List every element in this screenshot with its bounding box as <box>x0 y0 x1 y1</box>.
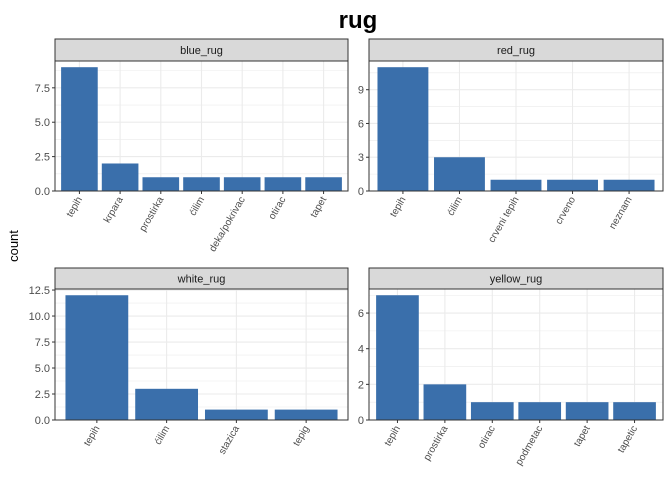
bar <box>305 177 342 191</box>
bar <box>547 179 598 191</box>
bar <box>518 402 562 420</box>
y-tick-label: 2.5 <box>35 152 50 164</box>
bar <box>101 163 139 191</box>
x-tick-label: ćilim <box>446 195 466 218</box>
bar <box>135 388 199 420</box>
bar <box>490 179 542 191</box>
y-tick-label: 5.0 <box>35 117 50 129</box>
y-tick-label: 0.0 <box>35 415 50 427</box>
y-tick-label: 0.0 <box>35 186 50 198</box>
chart-title: rug <box>339 7 378 34</box>
y-tick-label: 4 <box>358 344 364 356</box>
facet-strip-label: blue_rug <box>180 45 223 57</box>
facet-strip <box>54 38 349 62</box>
y-axis-label: count <box>6 230 21 262</box>
y-tick-label: 5.0 <box>35 363 50 375</box>
x-tick-label: tepih <box>65 195 85 219</box>
y-tick-label: 0 <box>358 415 364 427</box>
bar <box>470 402 514 420</box>
bar <box>65 295 129 420</box>
facet-strip-label: white_rug <box>177 274 226 286</box>
y-tick-label: 2.5 <box>35 389 50 401</box>
x-tick-label: tapet <box>309 195 330 220</box>
bar <box>204 409 268 420</box>
x-tick-label: crveno <box>554 195 579 227</box>
x-tick-label: prostirka <box>422 424 451 463</box>
x-tick-label: tepih <box>383 424 403 448</box>
facet-strip-label: red_rug <box>497 45 535 57</box>
x-tick-label: tepih <box>388 195 408 219</box>
bar <box>223 177 261 191</box>
x-tick-label: tapet <box>572 424 593 449</box>
bar <box>565 402 609 420</box>
bar <box>142 177 180 191</box>
y-tick-label: 6 <box>358 118 364 130</box>
bar <box>434 157 485 191</box>
x-tick-label: tapetic <box>616 424 640 455</box>
x-tick-label: krpara <box>102 195 126 225</box>
bar <box>274 409 338 420</box>
y-tick-label: 9 <box>358 85 364 97</box>
y-tick-label: 7.5 <box>35 337 50 349</box>
y-tick-label: 6 <box>358 308 364 320</box>
bar <box>376 295 419 420</box>
x-tick-label: crveni tepih <box>487 195 522 245</box>
facet-strip <box>368 267 664 290</box>
bar <box>264 177 302 191</box>
x-tick-label: tepig <box>291 424 311 448</box>
bar <box>377 67 429 191</box>
bar <box>603 179 655 191</box>
y-tick-label: 3 <box>358 152 364 164</box>
x-tick-label: otirac <box>267 195 289 222</box>
y-tick-label: 2 <box>358 379 364 391</box>
facet-strip-label: yellow_rug <box>490 274 543 286</box>
bar <box>423 384 467 420</box>
x-tick-label: neznam <box>607 195 634 231</box>
x-tick-label: stazica <box>217 424 242 457</box>
x-tick-label: tepih <box>82 424 102 448</box>
facet-strip <box>368 38 664 62</box>
x-tick-label: prostirka <box>138 195 167 234</box>
x-tick-label: ćilim <box>188 195 208 218</box>
x-tick-label: podmetac <box>514 424 545 468</box>
bar <box>183 177 220 191</box>
y-tick-label: 0 <box>358 186 364 198</box>
x-tick-label: deka/pokrivac <box>207 195 247 254</box>
facet-strip <box>54 267 349 290</box>
x-tick-label: ćilim <box>153 424 173 447</box>
bar <box>613 402 656 420</box>
y-tick-label: 10.0 <box>29 311 50 323</box>
y-tick-label: 12.5 <box>29 285 50 297</box>
bar <box>61 67 98 191</box>
x-tick-label: otirac <box>476 424 498 451</box>
y-tick-label: 7.5 <box>35 83 50 95</box>
